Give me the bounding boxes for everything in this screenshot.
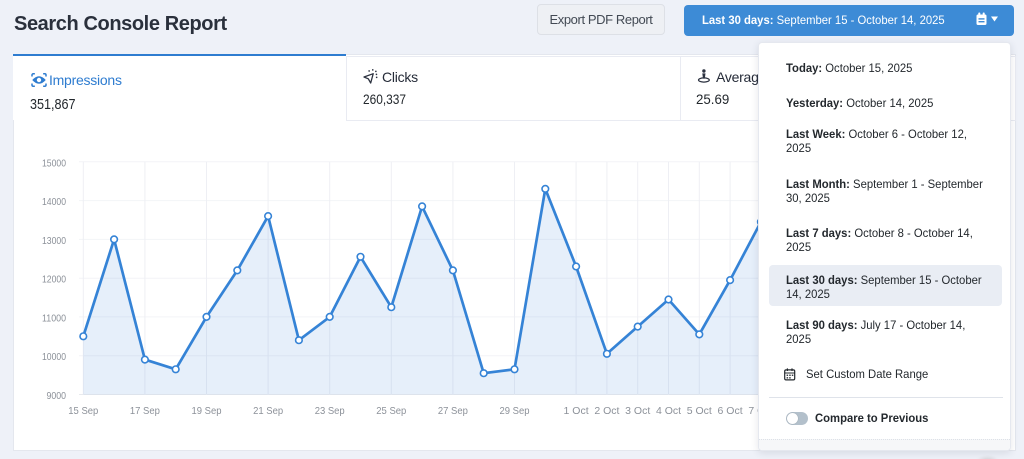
- svg-text:29 Sep: 29 Sep: [500, 405, 530, 417]
- svg-text:13000: 13000: [42, 235, 66, 247]
- svg-text:23 Sep: 23 Sep: [315, 405, 345, 417]
- svg-text:1 Oct: 1 Oct: [564, 405, 589, 417]
- svg-text:15 Sep: 15 Sep: [68, 405, 98, 417]
- svg-text:3 Oct: 3 Oct: [625, 405, 650, 417]
- svg-text:2 Oct: 2 Oct: [594, 405, 619, 417]
- svg-text:9000: 9000: [47, 390, 67, 402]
- svg-text:15000: 15000: [42, 157, 66, 169]
- svg-text:6 Oct: 6 Oct: [718, 405, 743, 417]
- svg-text:25 Sep: 25 Sep: [376, 405, 406, 417]
- svg-text:27 Sep: 27 Sep: [438, 405, 468, 417]
- svg-text:21 Sep: 21 Sep: [253, 405, 283, 417]
- svg-text:10000: 10000: [42, 351, 66, 363]
- svg-text:19 Sep: 19 Sep: [192, 405, 222, 417]
- svg-text:17 Sep: 17 Sep: [130, 405, 160, 417]
- svg-text:4 Oct: 4 Oct: [656, 405, 681, 417]
- svg-text:14000: 14000: [42, 196, 66, 208]
- svg-text:5 Oct: 5 Oct: [687, 405, 712, 417]
- svg-text:11000: 11000: [42, 312, 66, 324]
- svg-text:12000: 12000: [42, 274, 66, 286]
